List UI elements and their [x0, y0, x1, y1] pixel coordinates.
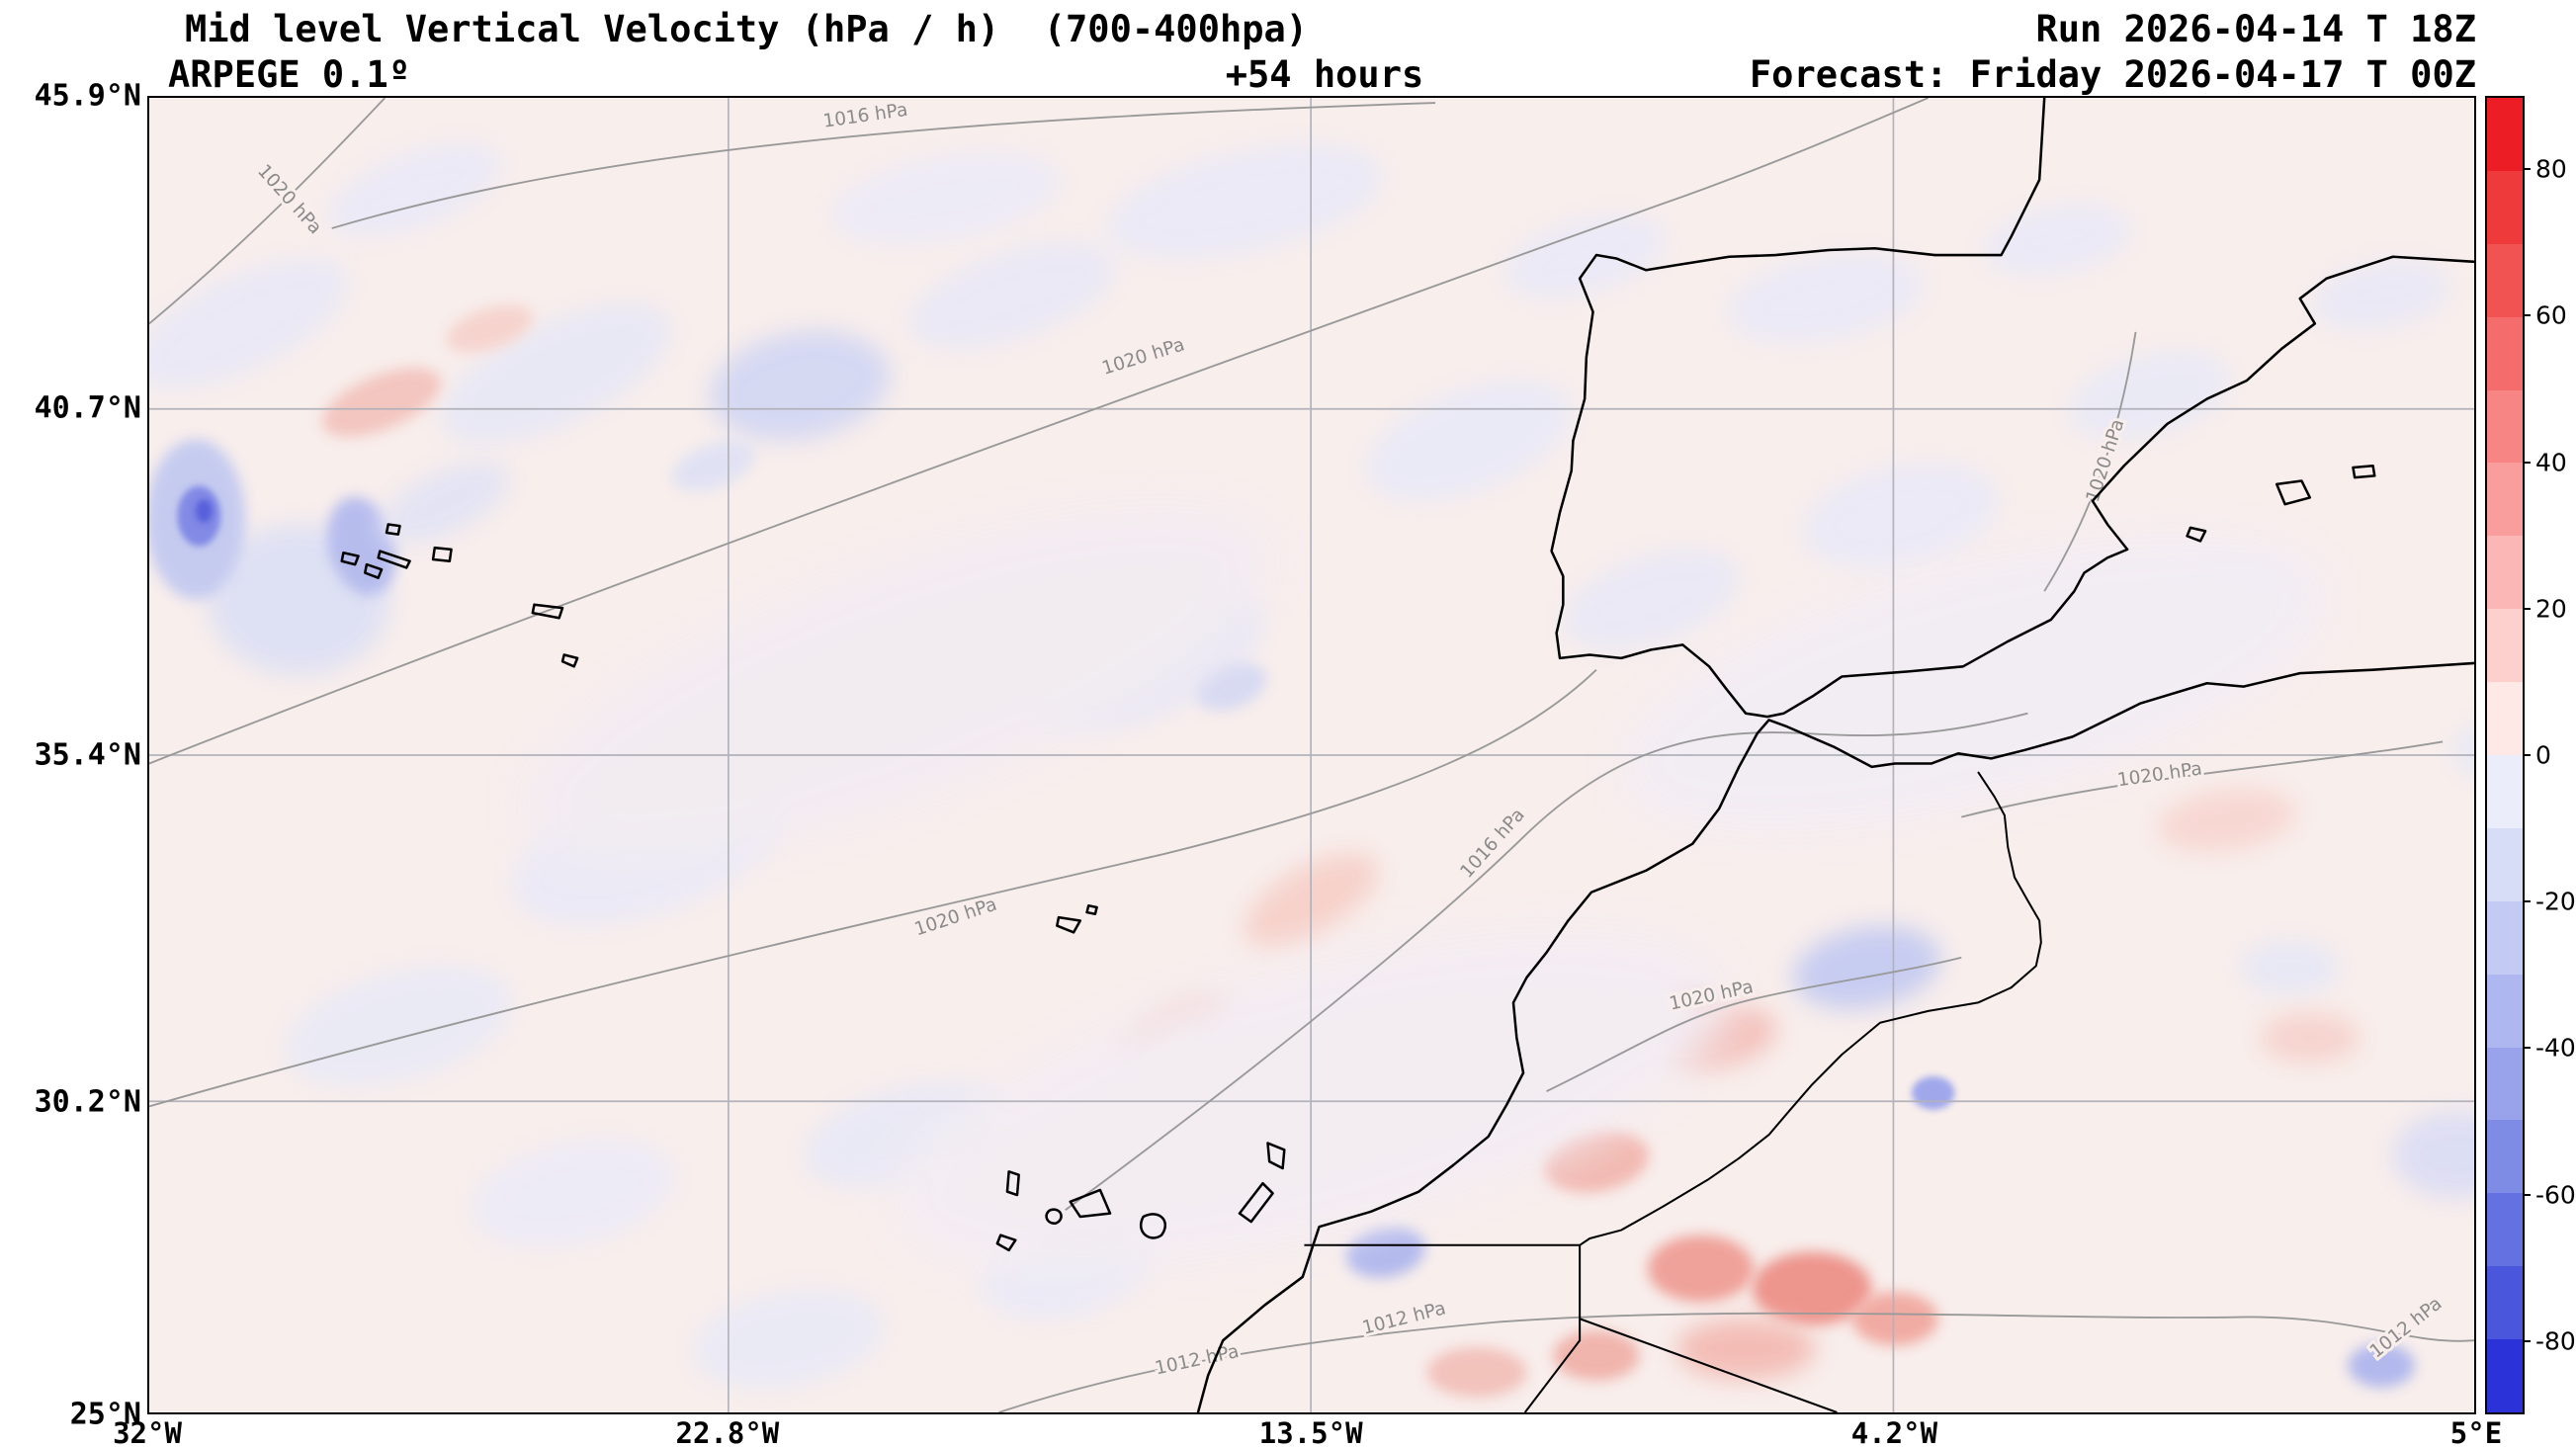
coastline: [531, 603, 564, 620]
coastline: [1196, 661, 2474, 1412]
lon-tick-label: 13.5°W: [1258, 1416, 1363, 1448]
colorbar-segment: [2487, 389, 2523, 464]
colorbar-segment: [2487, 1266, 2523, 1340]
lon-tick-label: 5°E: [2449, 1416, 2503, 1448]
country-border: [1579, 771, 2042, 1246]
colorbar-segment: [2487, 755, 2523, 828]
isobar-contours: [149, 98, 2474, 1412]
colorbar-tick-label: -20: [2535, 887, 2576, 916]
coastline: [1085, 904, 1098, 916]
page-title: Mid level Vertical Velocity (hPa / h) (7…: [185, 8, 1309, 50]
coastline: [995, 1234, 1017, 1252]
lon-tick-label: 32°W: [113, 1416, 182, 1448]
coastline: [2186, 526, 2207, 543]
map-canvas: 1016 hPa 1020 hPa 1020 hPa 1020 hPa 1016 hPa…: [147, 96, 2476, 1414]
model-label: ARPEGE 0.1º: [168, 53, 411, 96]
colorbar-segment: [2487, 827, 2523, 901]
colorbar-segment: [2487, 900, 2523, 975]
coastline: [363, 562, 384, 579]
lon-tick-label: 22.8°W: [675, 1416, 780, 1448]
colorbar-segment: [2487, 170, 2523, 244]
colorbar-segment: [2487, 1047, 2523, 1121]
coastline: [2275, 479, 2312, 506]
coastline: [431, 546, 453, 562]
colorbar-segment: [2487, 1120, 2523, 1194]
colorbar-segment: [2487, 974, 2523, 1048]
colorbar-tick-label: 60: [2535, 300, 2567, 330]
colorbar: [2485, 96, 2525, 1414]
colorbar-segment: [2487, 1339, 2523, 1413]
lon-tick-label: 4.2°W: [1850, 1416, 1938, 1448]
colorbar-segment: [2487, 536, 2523, 610]
coastline: [340, 551, 360, 566]
colorbar-segment: [2487, 1193, 2523, 1267]
country-borders: [1304, 771, 2042, 1412]
lat-tick-label: 35.4°N: [34, 737, 141, 773]
coastline: [1550, 98, 2474, 719]
coastline: [1266, 1142, 1286, 1170]
run-timestamp: Run 2026-04-14 T 18Z: [2035, 8, 2476, 50]
graticule: [149, 98, 2474, 1412]
colorbar-segment: [2487, 98, 2523, 171]
forecast-timestamp: Forecast: Friday 2026-04-17 T 00Z: [1749, 53, 2476, 96]
colorbar-tick-label: 80: [2535, 154, 2567, 184]
colorbar-tick-label: 40: [2535, 448, 2567, 477]
colorbar-segment: [2487, 463, 2523, 537]
colorbar-segment: [2487, 316, 2523, 390]
lat-tick-label: 30.2°N: [34, 1084, 141, 1120]
colorbar-tick-label: -40: [2535, 1033, 2576, 1063]
coastline: [385, 523, 401, 536]
forecast-lead-time: +54 hours: [1225, 53, 1424, 96]
coastline: [1056, 915, 1082, 934]
country-border: [1523, 1244, 1582, 1412]
coastline: [560, 653, 579, 668]
lat-tick-label: 25°N: [69, 1397, 141, 1432]
coastline: [1140, 1213, 1167, 1239]
lat-tick-label: 40.7°N: [34, 390, 141, 426]
coastline: [1045, 1208, 1063, 1226]
coastline: [377, 550, 411, 569]
colorbar-tick-label: -60: [2535, 1180, 2576, 1210]
coastline: [2352, 464, 2376, 479]
country-border: [1579, 1318, 1838, 1412]
colorbar-tick-label: 0: [2535, 740, 2551, 770]
coastline: [1238, 1181, 1274, 1224]
coastline: [1005, 1170, 1020, 1197]
lat-tick-label: 45.9°N: [34, 78, 141, 114]
coastline: [1069, 1188, 1112, 1219]
coastlines: [340, 98, 2474, 1412]
colorbar-segments: [2487, 98, 2523, 1413]
colorbar-tick-label: -80: [2535, 1326, 2576, 1356]
colorbar-tick-label: 20: [2535, 594, 2567, 624]
colorbar-segment: [2487, 609, 2523, 683]
colorbar-segment: [2487, 682, 2523, 756]
colorbar-segment: [2487, 243, 2523, 317]
